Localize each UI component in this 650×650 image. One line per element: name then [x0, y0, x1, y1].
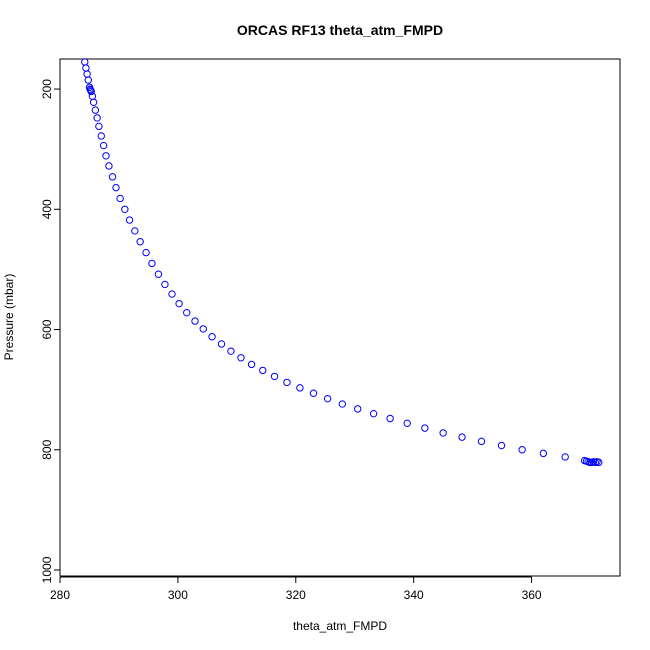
data-point	[175, 299, 183, 308]
data-point	[89, 98, 98, 106]
x-tick-label: 300	[168, 588, 188, 602]
data-point	[247, 360, 256, 369]
data-point	[95, 122, 103, 131]
data-point	[191, 317, 199, 325]
x-tick-label: 360	[522, 588, 542, 602]
data-point	[183, 308, 191, 317]
data-point	[121, 205, 129, 213]
y-tick-label: 200	[40, 79, 54, 99]
data-point	[338, 400, 347, 408]
data-point	[561, 453, 569, 461]
data-point	[168, 290, 176, 298]
data-point	[237, 354, 245, 362]
data-point	[116, 194, 124, 203]
y-tick-label: 600	[40, 319, 54, 339]
data-point	[99, 141, 108, 150]
y-tick-label: 800	[40, 439, 54, 459]
data-point	[199, 325, 207, 333]
data-point	[270, 372, 279, 381]
data-point	[539, 449, 548, 458]
data-point	[323, 394, 332, 403]
data-point	[108, 173, 117, 181]
data-point	[497, 441, 506, 450]
data-point	[112, 183, 120, 192]
data-point	[97, 132, 105, 140]
data-points	[81, 58, 603, 467]
data-point	[154, 270, 163, 278]
data-point	[421, 424, 429, 432]
x-tick-label: 320	[286, 588, 306, 602]
x-tick-label: 280	[50, 588, 70, 602]
chart-title: ORCAS RF13 theta_atm_FMPD	[237, 22, 443, 38]
data-point	[84, 76, 92, 84]
x-axis: 280 300 320 340 360	[50, 576, 542, 602]
data-point	[386, 414, 394, 423]
x-tick-label: 340	[404, 588, 424, 602]
data-point	[102, 152, 110, 160]
data-point	[91, 106, 100, 114]
data-point	[518, 446, 526, 454]
data-point	[83, 70, 91, 78]
y-tick-label: 1000	[40, 556, 54, 583]
data-point	[208, 333, 216, 341]
data-point	[477, 437, 486, 446]
data-point	[87, 87, 95, 96]
data-point	[259, 366, 267, 375]
data-point	[105, 162, 113, 170]
data-point	[136, 238, 144, 246]
data-point	[131, 227, 139, 235]
plot-area-frame	[59, 58, 621, 577]
data-point	[125, 216, 134, 224]
data-point	[227, 347, 235, 355]
data-point	[283, 378, 291, 387]
data-point	[142, 248, 150, 257]
x-axis-label: theta_atm_FMPD	[293, 619, 387, 633]
data-point	[217, 340, 226, 348]
data-point	[403, 419, 411, 428]
data-point	[595, 458, 603, 467]
data-point	[458, 433, 466, 441]
y-tick-label: 400	[40, 199, 54, 219]
data-point	[309, 389, 318, 397]
data-point	[296, 384, 304, 392]
data-point	[439, 429, 447, 437]
data-point	[82, 64, 90, 72]
data-point	[148, 259, 156, 268]
data-point	[81, 58, 89, 66]
data-point	[353, 405, 362, 413]
data-point	[369, 409, 378, 418]
y-axis: 200 400 600 800 1000	[40, 79, 61, 583]
data-point	[161, 280, 169, 289]
data-point	[93, 114, 101, 122]
y-axis-label: Pressure (mbar)	[2, 274, 16, 361]
